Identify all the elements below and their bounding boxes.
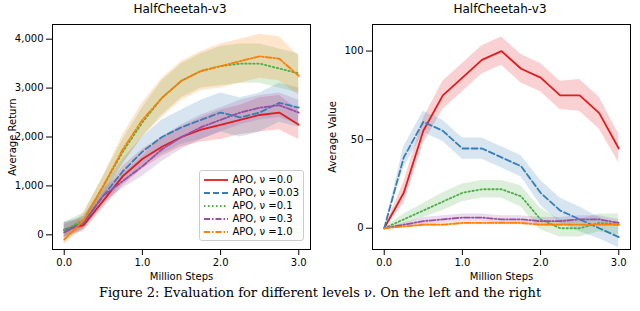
svg-text:1,000: 1,000 — [15, 180, 44, 191]
svg-text:0: 0 — [357, 222, 363, 233]
html-text:HalfCheetah-v3: HalfCheetah-v3 — [133, 2, 227, 16]
svg-text:Average Value: Average Value — [327, 101, 338, 173]
svg-text:50: 50 — [351, 134, 364, 145]
svg-text:100: 100 — [344, 45, 363, 56]
svg-text:Million Steps: Million Steps — [150, 271, 213, 282]
svg-text:0: 0 — [37, 229, 43, 240]
html-text:APO, ν =1.0: APO, ν =1.0 — [232, 226, 293, 237]
svg-text:1.0: 1.0 — [454, 257, 470, 268]
html-text:Figure 2: Evaluation for diffe: Figure 2: Evaluation for different level… — [98, 285, 542, 300]
html-text:APO, ν =0.03: APO, ν =0.03 — [232, 187, 299, 198]
svg-text:0.0: 0.0 — [56, 257, 72, 268]
svg-text:2,000: 2,000 — [15, 131, 44, 142]
svg-text:3.0: 3.0 — [291, 257, 307, 268]
html-text:APO, ν =0.1: APO, ν =0.1 — [232, 200, 293, 211]
svg-text:Average Return: Average Return — [7, 98, 18, 175]
svg-text:2.0: 2.0 — [213, 257, 229, 268]
html-text:APO, ν =0.0: APO, ν =0.0 — [232, 174, 293, 185]
svg-text:0.0: 0.0 — [376, 257, 392, 268]
html-text:HalfCheetah-v3: HalfCheetah-v3 — [453, 2, 547, 16]
svg-text:3.0: 3.0 — [611, 257, 627, 268]
svg-text:4,000: 4,000 — [15, 33, 44, 44]
svg-text:3,000: 3,000 — [15, 82, 44, 93]
svg-text:1.0: 1.0 — [134, 257, 150, 268]
svg-text:Million Steps: Million Steps — [470, 271, 533, 282]
svg-text:2.0: 2.0 — [533, 257, 549, 268]
html-text:APO, ν =0.3: APO, ν =0.3 — [232, 213, 293, 224]
